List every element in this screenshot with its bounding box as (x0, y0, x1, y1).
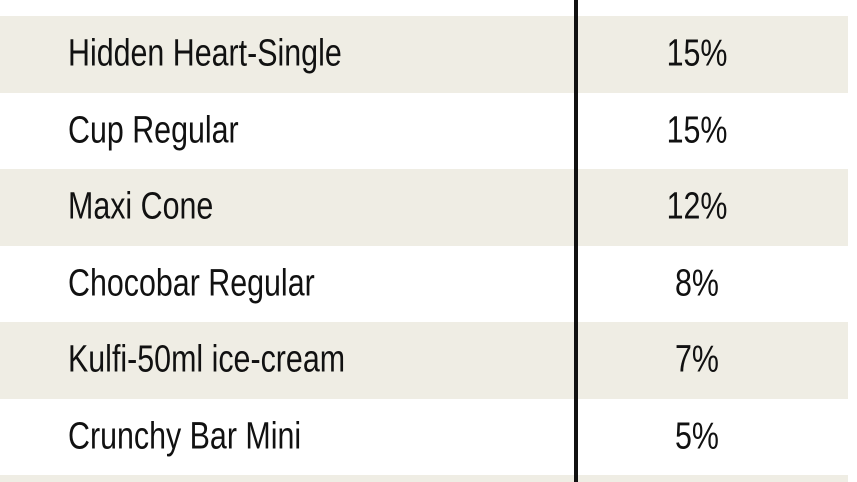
product-name: Kulfi-50ml ice-cream (68, 338, 346, 381)
product-share-table: Hidden Heart-Single 15% Cup Regular 15% … (0, 16, 848, 475)
product-share: 15% (666, 32, 728, 75)
table-row: Chocobar Regular 8% (0, 246, 848, 323)
column-divider (574, 0, 578, 482)
product-share: 8% (675, 262, 719, 305)
table-row: Kulfi-50ml ice-cream 7% (0, 322, 848, 399)
product-share: 7% (675, 338, 719, 381)
table-row: Cup Regular 15% (0, 93, 848, 170)
table-row: Maxi Cone 12% (0, 169, 848, 246)
product-name: Maxi Cone (68, 185, 214, 228)
product-share: 15% (666, 109, 728, 152)
product-name: Crunchy Bar Mini (68, 415, 302, 458)
next-row-edge (0, 475, 848, 482)
product-share: 12% (666, 185, 728, 228)
table-row: Crunchy Bar Mini 5% (0, 399, 848, 476)
product-name: Cup Regular (68, 109, 239, 152)
product-name: Hidden Heart-Single (68, 32, 342, 75)
product-name: Chocobar Regular (68, 262, 315, 305)
product-share: 5% (675, 415, 719, 458)
table-row: Hidden Heart-Single 15% (0, 16, 848, 93)
